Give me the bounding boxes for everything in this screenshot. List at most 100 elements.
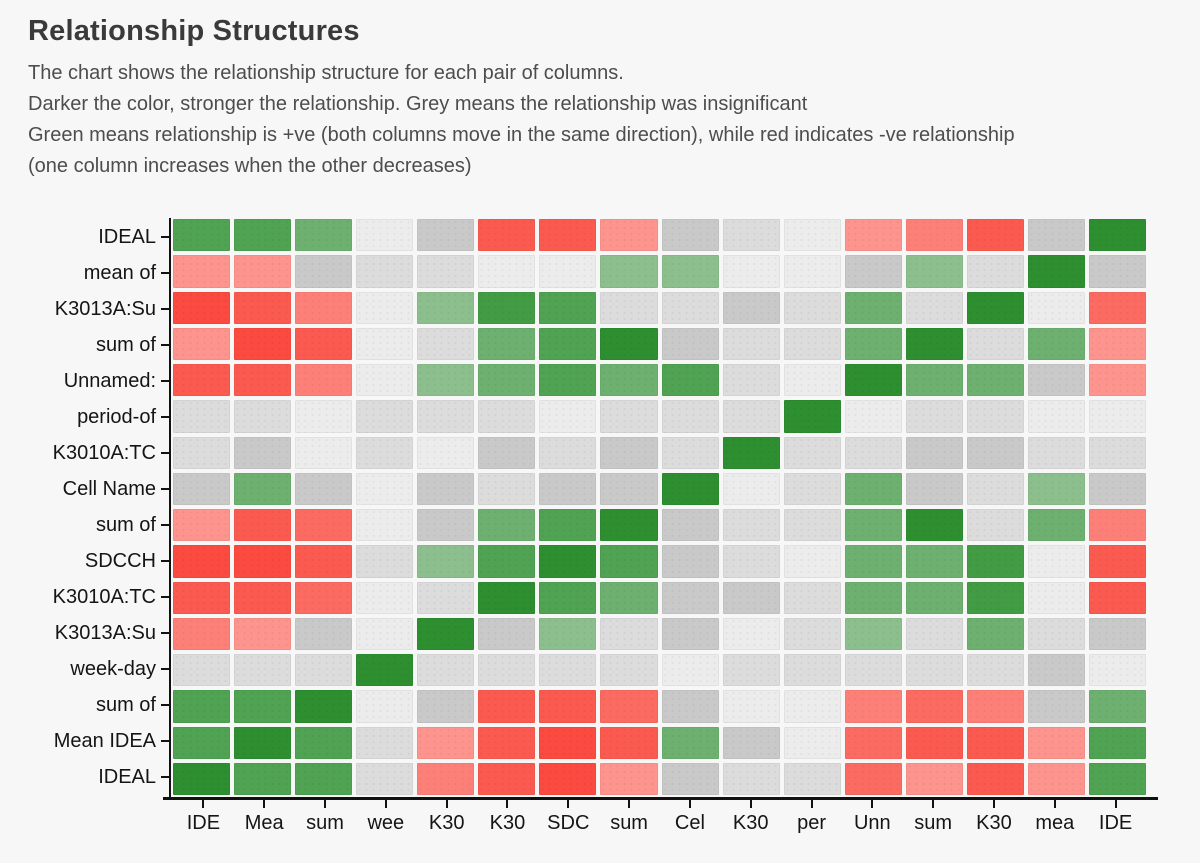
heatmap-cell: [722, 400, 780, 433]
x-axis-label: per: [781, 800, 842, 835]
heatmap-cell: [600, 762, 658, 795]
heatmap-cell: [417, 654, 475, 687]
heatmap-cell: [661, 327, 719, 360]
heatmap-cell: [905, 690, 963, 723]
heatmap-cell: [905, 617, 963, 650]
heatmap-cell: [661, 219, 719, 252]
heatmap-cell: [1088, 545, 1146, 578]
heatmap-cell: [966, 255, 1024, 288]
heatmap-cell: [1088, 654, 1146, 687]
x-axis-label: IDE: [173, 800, 234, 835]
heatmap-cell: [1027, 617, 1085, 650]
page-title: Relationship Structures: [28, 15, 360, 47]
heatmap-cell: [844, 581, 902, 614]
y-axis-label: IDEAL: [0, 759, 169, 795]
heatmap-cell: [539, 545, 597, 578]
x-axis-label: SDC: [538, 800, 599, 835]
heatmap-cell: [966, 400, 1024, 433]
x-axis-label: IDE: [1085, 800, 1146, 835]
heatmap-cell: [295, 436, 353, 469]
heatmap-cell: [905, 472, 963, 505]
heatmap-cell: [234, 581, 292, 614]
heatmap-cell: [1027, 400, 1085, 433]
heatmap-cell: [234, 364, 292, 397]
heatmap-cell: [966, 581, 1024, 614]
heatmap-cell: [356, 219, 414, 252]
heatmap-cell: [234, 690, 292, 723]
heatmap-cell: [905, 436, 963, 469]
heatmap-cell: [783, 690, 841, 723]
heatmap-cell: [356, 654, 414, 687]
y-axis-label: SDCCH: [0, 543, 169, 579]
heatmap-cell: [783, 654, 841, 687]
heatmap-cell: [234, 726, 292, 759]
heatmap-cell: [722, 726, 780, 759]
heatmap-cell: [173, 400, 231, 433]
heatmap-cell: [1088, 327, 1146, 360]
y-axis-label: Cell Name: [0, 471, 169, 507]
heatmap-cell: [722, 762, 780, 795]
x-axis-label: K30: [416, 800, 477, 835]
heatmap-cell: [173, 436, 231, 469]
heatmap-cell: [173, 255, 231, 288]
heatmap-cell: [844, 762, 902, 795]
heatmap-cell: [356, 436, 414, 469]
heatmap-cell: [600, 617, 658, 650]
heatmap-cell: [844, 472, 902, 505]
heatmap-cell: [478, 400, 536, 433]
heatmap-cell: [844, 327, 902, 360]
x-axis-label: Mea: [234, 800, 295, 835]
heatmap-cell: [173, 726, 231, 759]
y-axis-label: K3013A:Su: [0, 291, 169, 327]
heatmap-cell: [1027, 436, 1085, 469]
heatmap-cell: [356, 617, 414, 650]
heatmap-cell: [173, 327, 231, 360]
heatmap-cell: [844, 545, 902, 578]
heatmap-cell: [478, 436, 536, 469]
heatmap-cell: [722, 509, 780, 542]
heatmap-cell: [1088, 762, 1146, 795]
heatmap-cell: [539, 219, 597, 252]
heatmap-cell: [234, 617, 292, 650]
heatmap-cell: [478, 219, 536, 252]
x-axis-label: sum: [903, 800, 964, 835]
heatmap-cell: [966, 617, 1024, 650]
heatmap-cell: [1088, 472, 1146, 505]
heatmap-grid: [173, 219, 1146, 795]
heatmap-cell: [722, 617, 780, 650]
heatmap-cell: [478, 364, 536, 397]
heatmap-cell: [417, 291, 475, 324]
heatmap-cell: [295, 581, 353, 614]
heatmap-cell: [295, 654, 353, 687]
heatmap-cell: [783, 219, 841, 252]
heatmap-cell: [966, 762, 1024, 795]
heatmap-cell: [783, 726, 841, 759]
heatmap-cell: [1088, 219, 1146, 252]
heatmap-cell: [173, 509, 231, 542]
chart-description: The chart shows the relationship structu…: [28, 58, 1200, 182]
heatmap-cell: [600, 255, 658, 288]
heatmap-cell: [722, 690, 780, 723]
heatmap-cell: [966, 545, 1024, 578]
heatmap-cell: [356, 545, 414, 578]
heatmap-cell: [844, 654, 902, 687]
heatmap-cell: [966, 472, 1024, 505]
heatmap-cell: [722, 327, 780, 360]
heatmap-cell: [417, 726, 475, 759]
heatmap-cell: [295, 509, 353, 542]
heatmap-cell: [722, 436, 780, 469]
heatmap-cell: [295, 400, 353, 433]
heatmap-cell: [1088, 436, 1146, 469]
heatmap-cell: [234, 545, 292, 578]
heatmap-cell: [234, 291, 292, 324]
heatmap-cell: [539, 581, 597, 614]
heatmap-cell: [356, 690, 414, 723]
heatmap-cell: [966, 726, 1024, 759]
heatmap-cell: [661, 291, 719, 324]
heatmap-cell: [844, 509, 902, 542]
heatmap-cell: [295, 762, 353, 795]
heatmap-cell: [600, 545, 658, 578]
heatmap-cell: [173, 581, 231, 614]
heatmap-cell: [1088, 291, 1146, 324]
heatmap-cell: [173, 690, 231, 723]
